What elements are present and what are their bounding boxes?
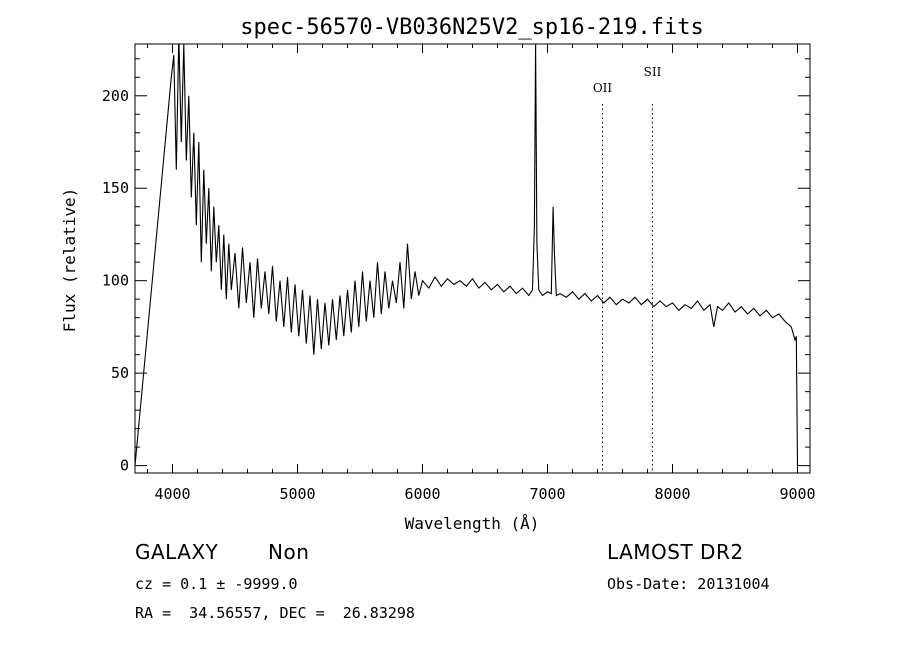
spectrum-line bbox=[135, 44, 799, 466]
chart-title: spec-56570-VB036N25V2_sp16-219.fits bbox=[240, 15, 704, 40]
annotation-label: SII bbox=[644, 65, 662, 79]
y-tick-label: 0 bbox=[120, 457, 129, 475]
y-axis: 0 50 100 150 200 bbox=[102, 58, 810, 475]
redshift-cz: cz = 0.1 ± -9999.0 bbox=[135, 575, 298, 593]
y-axis-label: Flux (relative) bbox=[60, 188, 79, 333]
x-axis: 4000 5000 6000 7000 8000 9000 bbox=[147, 44, 816, 503]
y-tick-label: 150 bbox=[102, 179, 129, 197]
plot-border bbox=[134, 43, 811, 474]
object-subclass: Non bbox=[268, 540, 310, 564]
x-tick-label: 6000 bbox=[404, 485, 440, 503]
ra-dec-coords: RA = 34.56557, DEC = 26.83298 bbox=[135, 604, 415, 622]
y-tick-label: 200 bbox=[102, 87, 129, 105]
x-tick-label: 4000 bbox=[154, 485, 190, 503]
x-tick-label: 5000 bbox=[279, 485, 315, 503]
object-class: GALAXY bbox=[135, 540, 219, 564]
x-tick-label: 7000 bbox=[529, 485, 565, 503]
line-annotations: OII SII bbox=[593, 65, 662, 473]
x-tick-label: 8000 bbox=[654, 485, 690, 503]
plot-frame bbox=[134, 43, 811, 474]
observation-date: Obs-Date: 20131004 bbox=[607, 575, 770, 593]
x-tick-label: 9000 bbox=[779, 485, 815, 503]
y-tick-label: 100 bbox=[102, 272, 129, 290]
survey-name: LAMOST DR2 bbox=[607, 540, 744, 564]
series bbox=[135, 44, 799, 466]
y-tick-label: 50 bbox=[111, 364, 129, 382]
annotation-label: OII bbox=[593, 81, 613, 95]
x-axis-label: Wavelength (Å) bbox=[405, 514, 540, 533]
